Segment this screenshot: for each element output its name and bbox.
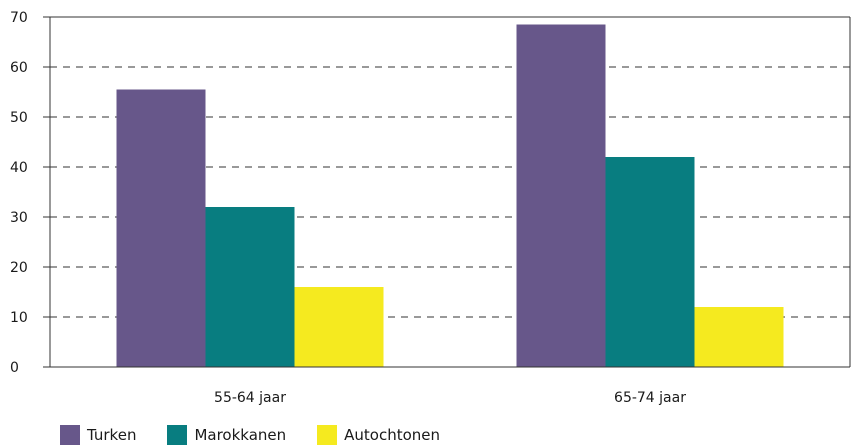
y-tick-label: 70 <box>10 10 28 26</box>
y-axis-ticks: 0 10 20 30 40 50 60 70 <box>10 10 50 376</box>
legend-item-autochtonen: Autochtonen <box>317 425 440 445</box>
bar-chart: 0 10 20 30 40 50 60 70 55-64 jaar 65-74 jaar <box>10 10 851 406</box>
bar-autochtonen-2 <box>694 307 784 367</box>
category-labels: 55-64 jaar 65-74 jaar <box>214 390 686 406</box>
legend-swatch <box>60 425 80 445</box>
y-tick-label: 40 <box>10 160 28 176</box>
legend-swatch <box>317 425 338 445</box>
legend-item-marokkanen: Marokkanen <box>167 425 286 445</box>
y-tick-label: 10 <box>10 310 28 326</box>
legend-label: Autochtonen <box>344 426 441 444</box>
legend-label: Turken <box>87 426 137 444</box>
plot-frame <box>49 16 851 368</box>
legend-swatch <box>167 425 188 445</box>
y-tick-label: 60 <box>10 60 28 76</box>
bar-autochtonen-1 <box>294 287 384 367</box>
bar-marokkanen-2 <box>605 157 695 367</box>
bar-turken-1 <box>116 89 206 367</box>
bar-turken-2 <box>516 24 606 367</box>
y-tick-label: 0 <box>10 360 19 376</box>
y-tick-label: 50 <box>10 110 28 126</box>
y-tick-label: 30 <box>10 210 28 226</box>
category-label: 55-64 jaar <box>214 390 286 406</box>
bar-marokkanen-1 <box>205 207 295 367</box>
category-label: 65-74 jaar <box>614 390 686 406</box>
legend: Turken Marokkanen Autochtonen <box>60 425 471 445</box>
y-tick-label: 20 <box>10 260 28 276</box>
legend-label: Marokkanen <box>194 426 287 444</box>
bars <box>116 24 784 367</box>
legend-item-turken: Turken <box>60 425 136 445</box>
